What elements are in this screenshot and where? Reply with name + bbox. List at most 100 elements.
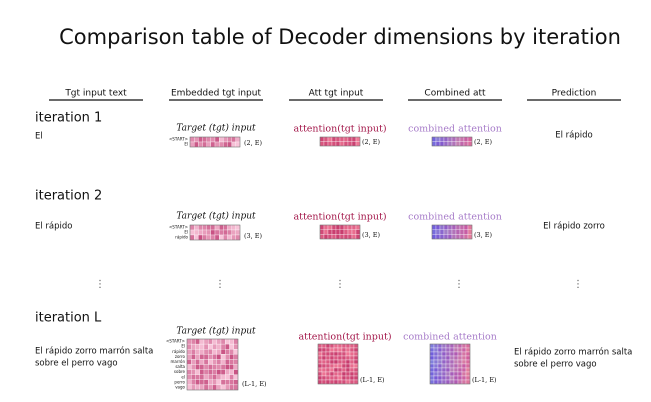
matrix-cell — [225, 349, 230, 355]
matrix-cell — [451, 136, 457, 142]
combined-matrix — [431, 136, 473, 147]
matrix-cell — [325, 363, 331, 369]
matrix-cell — [199, 359, 205, 365]
matrix-cell — [461, 367, 467, 373]
matrix-cell — [208, 349, 213, 355]
matrix-cell — [455, 229, 461, 235]
matrix-cell — [455, 224, 461, 230]
matrix-cell — [212, 364, 217, 370]
matrix-cell — [208, 338, 213, 345]
matrix-cell — [186, 369, 192, 375]
matrix-cell — [457, 371, 463, 377]
matrix-cell — [194, 224, 199, 231]
matrix-cell — [449, 343, 455, 349]
matrix-cell — [447, 224, 453, 230]
matrix-cell — [329, 351, 335, 357]
matrix-cell — [203, 343, 209, 350]
token-label: rápido — [175, 235, 188, 240]
matrix-cell — [321, 355, 327, 361]
matrix-cell — [317, 371, 323, 377]
matrix-cell — [323, 141, 329, 147]
matrix-cell — [433, 343, 439, 349]
matrix-cell — [459, 234, 465, 240]
matrix-cell — [333, 379, 339, 385]
matrix-cell — [225, 384, 230, 391]
matrix-cell — [229, 343, 234, 350]
ellipsis: ⋮ — [335, 279, 345, 290]
attention-matrix — [319, 136, 361, 147]
matrix-cell — [203, 384, 209, 391]
matrix-cell — [347, 141, 353, 147]
matrix-cell — [189, 136, 195, 143]
matrix-cell — [191, 343, 196, 350]
matrix-cell — [323, 224, 329, 230]
ellipsis: ⋮ — [454, 279, 464, 290]
matrix-cell — [435, 136, 441, 142]
combined-caption: combined attention — [408, 212, 502, 223]
matrix-cell — [457, 355, 463, 361]
matrix-cell — [214, 224, 220, 231]
matrix-cell — [337, 351, 343, 357]
matrix-cell — [351, 234, 357, 240]
matrix-cell — [189, 229, 195, 236]
matrix-cell — [229, 369, 234, 375]
matrix-cell — [212, 369, 217, 375]
matrix-cell — [333, 355, 339, 361]
matrix-cell — [449, 359, 455, 365]
matrix-cell — [195, 379, 200, 386]
matrix-cell — [186, 354, 192, 360]
matrix-cell — [333, 343, 339, 349]
combined-matrix — [429, 343, 471, 385]
matrix-cell — [461, 363, 467, 369]
matrix-cell — [429, 347, 435, 353]
matrix-cell — [194, 136, 199, 143]
matrix-cell — [317, 359, 323, 365]
matrix-cell — [437, 355, 443, 361]
matrix-cell — [216, 338, 222, 345]
matrix-cell — [223, 229, 228, 236]
matrix-cell — [233, 374, 239, 380]
matrix-cell — [429, 379, 435, 385]
matrix-cell — [467, 136, 473, 142]
combined-caption: combined attention — [408, 124, 502, 135]
matrix-cell — [195, 374, 200, 380]
matrix-cell — [457, 367, 463, 373]
matrix-cell — [317, 363, 323, 369]
matrix-cell — [203, 349, 209, 355]
matrix-cell — [223, 234, 228, 241]
matrix-cell — [214, 141, 220, 148]
prediction-text: El rápido zorro marrón salta — [514, 347, 632, 358]
matrix-cell — [198, 136, 203, 143]
matrix-cell — [208, 343, 213, 350]
matrix-cell — [341, 343, 347, 349]
row-label: iteration L — [35, 311, 102, 326]
matrix-cell — [329, 359, 335, 365]
matrix-cell — [321, 351, 327, 357]
matrix-cell — [441, 359, 447, 365]
iteration-row: iteration LEl rápido zorro marrón saltas… — [35, 311, 632, 391]
matrix-cell — [231, 234, 236, 241]
matrix-cell — [441, 351, 447, 357]
matrix-cell — [337, 363, 343, 369]
matrix-cell — [353, 351, 359, 357]
matrix-cell — [353, 363, 359, 369]
matrix-cell — [455, 136, 461, 142]
combined-shape: (L-1, E) — [472, 376, 497, 384]
matrix-cell — [233, 364, 239, 370]
matrix-cell — [431, 234, 437, 240]
matrix-cell — [203, 364, 209, 370]
matrix-cell — [333, 367, 339, 373]
matrix-cell — [467, 229, 473, 235]
matrix-cell — [443, 136, 449, 142]
ellipsis: ⋮ — [215, 279, 225, 290]
token-label: perro — [174, 379, 185, 384]
matrix-cell — [208, 359, 213, 365]
matrix-cell — [351, 136, 357, 142]
matrix-cell — [198, 224, 203, 231]
attention-shape: (L-1, E) — [360, 376, 385, 384]
matrix-cell — [467, 141, 473, 147]
matrix-cell — [189, 224, 195, 231]
matrix-cell — [441, 379, 447, 385]
matrix-border — [317, 343, 359, 385]
attention-matrix — [319, 224, 361, 240]
